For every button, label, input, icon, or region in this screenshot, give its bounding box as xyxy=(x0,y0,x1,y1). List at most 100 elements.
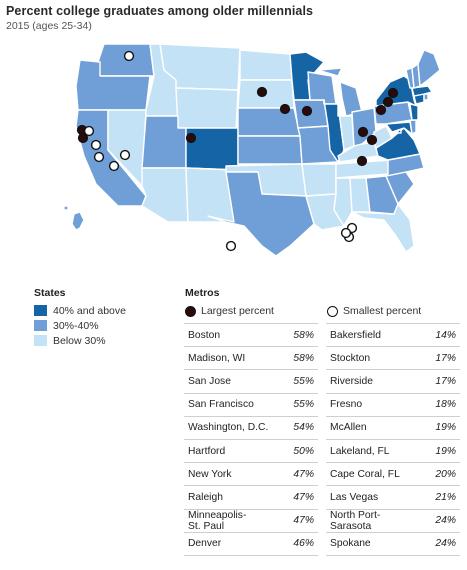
metro-marker-north-port xyxy=(340,227,352,239)
metro-percent: 58% xyxy=(274,346,318,371)
metro-city: Raleigh xyxy=(184,485,274,510)
metro-marker-boston xyxy=(387,87,399,99)
metro-city: Lakeland, FL xyxy=(326,439,416,464)
metro-percent: 54% xyxy=(274,416,318,440)
metro-marker-stockton xyxy=(83,125,95,137)
legend-largest: Largest percent xyxy=(185,305,274,317)
state-KS xyxy=(237,135,303,165)
metro-city: Cape Coral, FL xyxy=(326,462,416,487)
table-row: Cape Coral, FL 20% xyxy=(326,462,460,487)
state-AZ xyxy=(141,167,189,223)
smallest-metros-table: Bakersfield 14% Stockton 17% Riverside 17% Fre… xyxy=(326,322,460,556)
metro-percent: 58% xyxy=(274,322,318,348)
table-row: Boston 58% xyxy=(184,322,318,348)
chart-subtitle: 2015 (ages 25-34) xyxy=(6,20,92,32)
legend-swatch-low xyxy=(34,335,47,346)
table-row: Minneapolis- St. Paul 47% xyxy=(184,509,318,533)
state-ND xyxy=(239,49,293,81)
metro-marker-las-vegas xyxy=(93,151,105,163)
metro-percent: 47% xyxy=(274,462,318,487)
legend-label-low: Below 30% xyxy=(53,334,106,347)
state-DC xyxy=(397,129,402,134)
state-TX xyxy=(207,171,315,257)
table-row: McAllen 19% xyxy=(326,416,460,440)
metro-city: Washington, D.C. xyxy=(184,416,274,440)
state-VA xyxy=(375,127,421,161)
metro-city: Boston xyxy=(184,322,274,348)
metro-markers xyxy=(76,50,399,252)
state-NE xyxy=(237,107,301,137)
metro-percent: 17% xyxy=(416,346,460,371)
table-row: Lakeland, FL 19% xyxy=(326,439,460,464)
metro-percent: 18% xyxy=(416,393,460,417)
table-row: New York 47% xyxy=(184,462,318,487)
states-legend-heading: States xyxy=(34,287,66,299)
state-IN xyxy=(337,103,355,151)
state-MO xyxy=(297,125,339,165)
white-dot-icon xyxy=(327,305,338,317)
table-row: Fresno 18% xyxy=(326,393,460,417)
metro-marker-boston-2 xyxy=(357,126,369,138)
us-choropleth-map xyxy=(63,43,441,257)
state-RI xyxy=(423,93,429,101)
metro-percent: 47% xyxy=(274,485,318,510)
state-WY xyxy=(175,87,239,131)
metro-marker-new-york xyxy=(375,104,387,116)
table-row: Spokane 24% xyxy=(326,532,460,556)
metro-marker-madison xyxy=(256,86,268,98)
table-row: Hartford 50% xyxy=(184,439,318,464)
metro-city: Minneapolis- St. Paul xyxy=(184,509,274,533)
metro-percent: 47% xyxy=(274,509,318,533)
metro-percent: 50% xyxy=(274,439,318,464)
metro-city: Madison, WI xyxy=(184,346,274,371)
state-ME xyxy=(417,49,441,87)
metro-percent: 24% xyxy=(416,509,460,533)
metro-city: Bakersfield xyxy=(326,322,416,348)
largest-metros-table: Boston 58% Madison, WI 58% San Jose 55% San Fr… xyxy=(184,322,318,556)
chart-title: Percent college graduates among older mi… xyxy=(6,4,314,18)
metro-city: Denver xyxy=(184,532,274,556)
metro-marker-washington xyxy=(366,134,378,146)
metro-city: New York xyxy=(184,462,274,487)
metro-percent: 19% xyxy=(416,439,460,464)
state-FL xyxy=(351,203,415,253)
table-row: Washington, D.C. 54% xyxy=(184,416,318,440)
metro-percent: 24% xyxy=(416,532,460,556)
table-row: Denver 46% xyxy=(184,532,318,556)
table-row: San Francisco 55% xyxy=(184,393,318,417)
metro-marker-hartford xyxy=(382,96,394,108)
table-row: Bakersfield 14% xyxy=(326,322,460,348)
metro-marker-bakersfield xyxy=(108,160,120,172)
legend-item-low: Below 30% xyxy=(34,334,106,347)
metro-marker-fresno xyxy=(90,139,102,151)
table-row: Las Vegas 21% xyxy=(326,485,460,510)
state-WI xyxy=(307,71,337,105)
state-shapes xyxy=(63,43,441,257)
legend-largest-label: Largest percent xyxy=(201,305,274,317)
metro-city: Spokane xyxy=(326,532,416,556)
metro-marker-denver xyxy=(185,132,197,144)
metro-city: Fresno xyxy=(326,393,416,417)
metro-city: Riverside xyxy=(326,369,416,394)
legend-label-high: 40% and above xyxy=(53,304,126,317)
metro-city: Stockton xyxy=(326,346,416,371)
metro-marker-spokane xyxy=(123,50,135,62)
state-HI xyxy=(63,205,85,231)
table-row: Madison, WI 58% xyxy=(184,346,318,371)
legend-smallest-label: Smallest percent xyxy=(343,305,422,317)
state-AR xyxy=(301,163,337,197)
metro-city: Hartford xyxy=(184,439,274,464)
metro-city: San Francisco xyxy=(184,393,274,417)
metro-marker-raleigh xyxy=(356,155,368,167)
table-row: Raleigh 47% xyxy=(184,485,318,510)
metro-percent: 20% xyxy=(416,462,460,487)
legend-label-mid: 30%-40% xyxy=(53,319,99,332)
legend-swatch-mid xyxy=(34,320,47,331)
state-NJ xyxy=(409,103,419,121)
metros-heading: Metros xyxy=(185,287,220,299)
legend-item-mid: 30%-40% xyxy=(34,319,99,332)
legend-swatch-high xyxy=(34,305,47,316)
metro-percent: 17% xyxy=(416,369,460,394)
table-row: San Jose 55% xyxy=(184,369,318,394)
metro-percent: 55% xyxy=(274,369,318,394)
